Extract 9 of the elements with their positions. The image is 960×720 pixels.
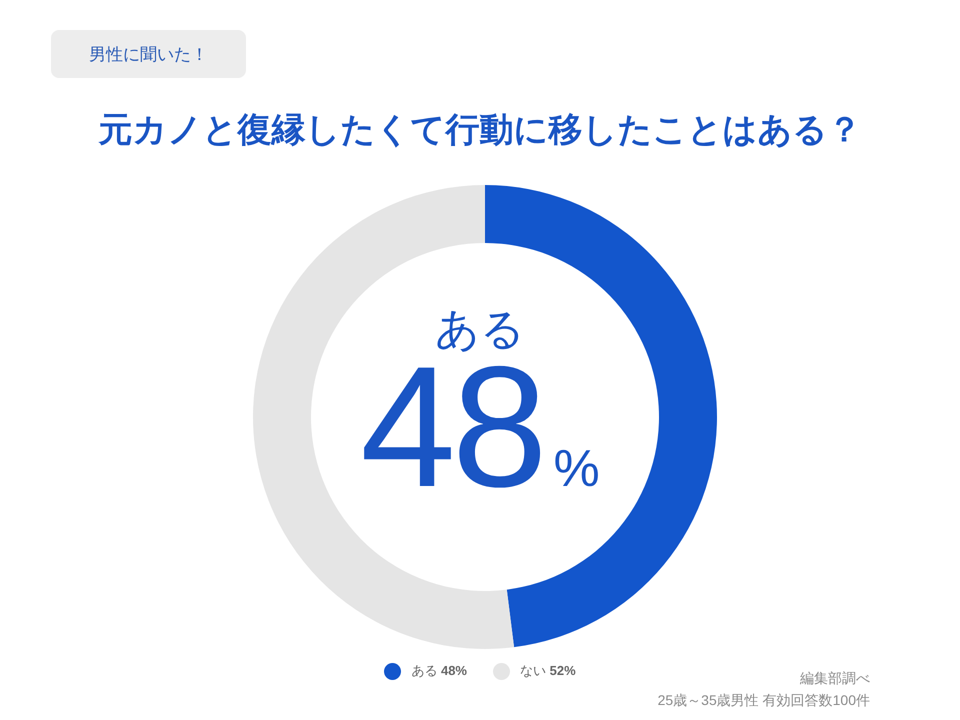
legend-label: ある	[411, 663, 438, 678]
text: 25歳～35歳男性 有効回答数100件	[658, 691, 870, 710]
text: 48%	[440, 663, 467, 678]
chart-title: 元カノと復縁したくて行動に移したことはある？	[98, 110, 862, 151]
text: 編集部調べ	[799, 669, 870, 688]
legend-label: ない	[520, 663, 546, 678]
chart-subtitle: 男性に聞いた！	[51, 30, 246, 78]
slice-label: ある	[434, 304, 526, 356]
data-label: 52%	[550, 663, 576, 678]
